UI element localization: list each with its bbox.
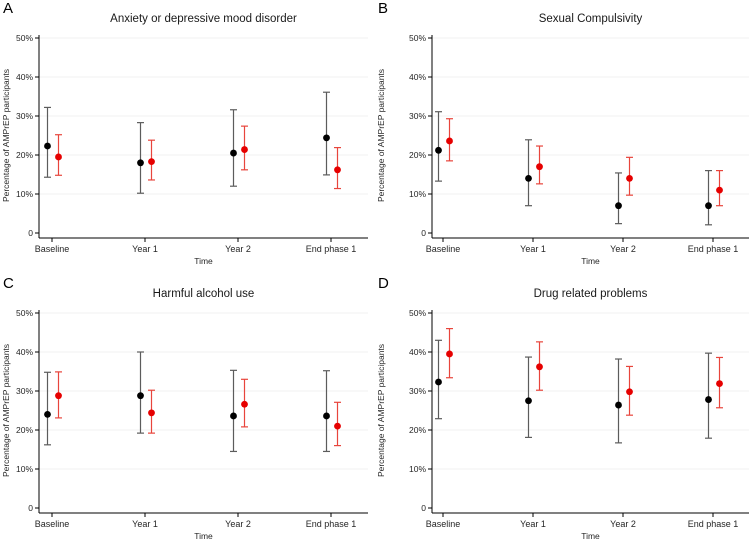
y-tick-label: 40% (409, 72, 426, 82)
data-point (435, 146, 442, 154)
plot-drug: 0 10% 20% 30% 40% 50% Baseline Year 1 Year 2 End … (376, 308, 749, 541)
plot-alcohol: 0 10% 20% 30% 40% 50% Baseline Year 1 Year 2 End … (1, 308, 368, 541)
x-tick-label: Year 2 (225, 244, 251, 254)
y-tick-label: 40% (16, 72, 33, 82)
panel-anxiety: A Anxiety or depressive mood disorder 0 1… (0, 0, 375, 275)
x-tick-label: Year 1 (520, 244, 546, 254)
data-point (323, 412, 330, 420)
plot-anxiety: 0 10% 20% 30% 40% 50% Baseline Year 1 Year 2 End … (1, 33, 368, 266)
y-tick-label: 50% (16, 33, 33, 43)
x-tick-label: Year 1 (520, 519, 546, 529)
plot-sexual-compulsivity: 0 10% 20% 30% 40% 50% Baseline Year 1 Year 2 End … (376, 33, 749, 266)
data-point (148, 409, 155, 417)
data-point (334, 422, 341, 430)
y-tick-label: 0 (421, 503, 426, 513)
x-tick-label: Baseline (426, 519, 461, 529)
y-tick-label: 10% (409, 189, 426, 199)
x-tick-label: Year 2 (610, 244, 636, 254)
y-axis-title: Percentage of AMPrEP participants (1, 344, 11, 477)
panel-letter-a: A (3, 0, 14, 17)
data-point (446, 137, 453, 145)
panel-alcohol: C Harmful alcohol use 0 10% 20% 30% 40% 50% Ba… (0, 275, 375, 549)
y-tick-label: 0 (421, 228, 426, 238)
data-point (55, 392, 62, 400)
x-tick-label: Year 1 (132, 519, 158, 529)
data-point (525, 175, 532, 182)
panel-sexual-compulsivity: B Sexual Compulsivity 0 10% 20% 30% 40% 50% Ba… (375, 0, 750, 275)
panel-title-anxiety: Anxiety or depressive mood disorder (110, 13, 297, 25)
y-tick-label: 0 (28, 503, 33, 513)
y-tick-label: 10% (16, 464, 33, 474)
data-point (716, 186, 723, 194)
y-tick-label: 20% (409, 425, 426, 435)
x-tick-label: Baseline (426, 244, 461, 254)
y-tick-label: 30% (409, 386, 426, 396)
y-tick-label: 0 (28, 228, 33, 238)
x-tick-label: Baseline (35, 244, 70, 254)
data-point (241, 400, 248, 408)
y-tick-label: 40% (409, 347, 426, 357)
data-point (137, 159, 144, 167)
data-point (525, 397, 532, 405)
data-point (44, 142, 51, 150)
x-tick-label: End phase 1 (688, 244, 739, 254)
panel-drug: D Drug related problems 0 10% 20% 30% 40% 50%… (375, 275, 750, 549)
data-point (446, 350, 453, 358)
data-point (626, 175, 633, 182)
data-point (705, 202, 712, 210)
y-tick-label: 50% (409, 308, 426, 318)
x-axis-title: Time (581, 256, 600, 266)
y-tick-label: 50% (16, 308, 33, 318)
x-tick-label: Year 2 (225, 519, 251, 529)
x-tick-label: End phase 1 (306, 244, 357, 254)
panel-letter-c: C (3, 275, 15, 292)
data-point (334, 166, 341, 174)
panel-letter-d: D (378, 275, 390, 292)
panel-title-sexual-compulsivity: Sexual Compulsivity (538, 13, 643, 25)
y-tick-label: 20% (16, 150, 33, 160)
y-axis-title: Percentage of AMPrEP participants (376, 344, 386, 477)
data-point (716, 380, 723, 387)
x-tick-label: Baseline (35, 519, 70, 529)
data-point (536, 163, 543, 171)
y-tick-label: 30% (409, 111, 426, 121)
panel-title-drug: Drug related problems (533, 288, 648, 300)
y-tick-label: 10% (409, 464, 426, 474)
x-tick-label: Year 1 (132, 244, 158, 254)
data-point (626, 388, 633, 396)
y-tick-label: 40% (16, 347, 33, 357)
data-point (615, 401, 622, 409)
x-axis-title: Time (194, 256, 213, 266)
data-point (44, 411, 51, 418)
x-tick-label: End phase 1 (306, 519, 357, 529)
data-point (615, 202, 622, 210)
data-point (230, 412, 237, 420)
data-point (323, 134, 330, 142)
y-tick-label: 30% (16, 111, 33, 121)
data-point (536, 363, 543, 371)
panel-title-alcohol: Harmful alcohol use (152, 288, 255, 300)
y-tick-label: 20% (16, 425, 33, 435)
data-point (435, 378, 442, 386)
y-tick-label: 30% (16, 386, 33, 396)
y-tick-label: 50% (409, 33, 426, 43)
x-axis-title: Time (581, 531, 600, 541)
x-tick-label: Year 2 (610, 519, 636, 529)
data-point (55, 153, 62, 161)
y-axis-title: Percentage of AMPrEP participants (1, 69, 11, 202)
y-tick-label: 10% (16, 189, 33, 199)
panel-letter-b: B (378, 0, 389, 17)
data-point (137, 392, 144, 400)
data-point (148, 158, 155, 166)
data-point (230, 149, 237, 157)
y-axis-title: Percentage of AMPrEP participants (376, 69, 386, 202)
x-tick-label: End phase 1 (688, 519, 739, 529)
data-point (241, 146, 248, 153)
x-axis-title: Time (194, 531, 213, 541)
data-point (705, 396, 712, 403)
y-tick-label: 20% (409, 150, 426, 160)
